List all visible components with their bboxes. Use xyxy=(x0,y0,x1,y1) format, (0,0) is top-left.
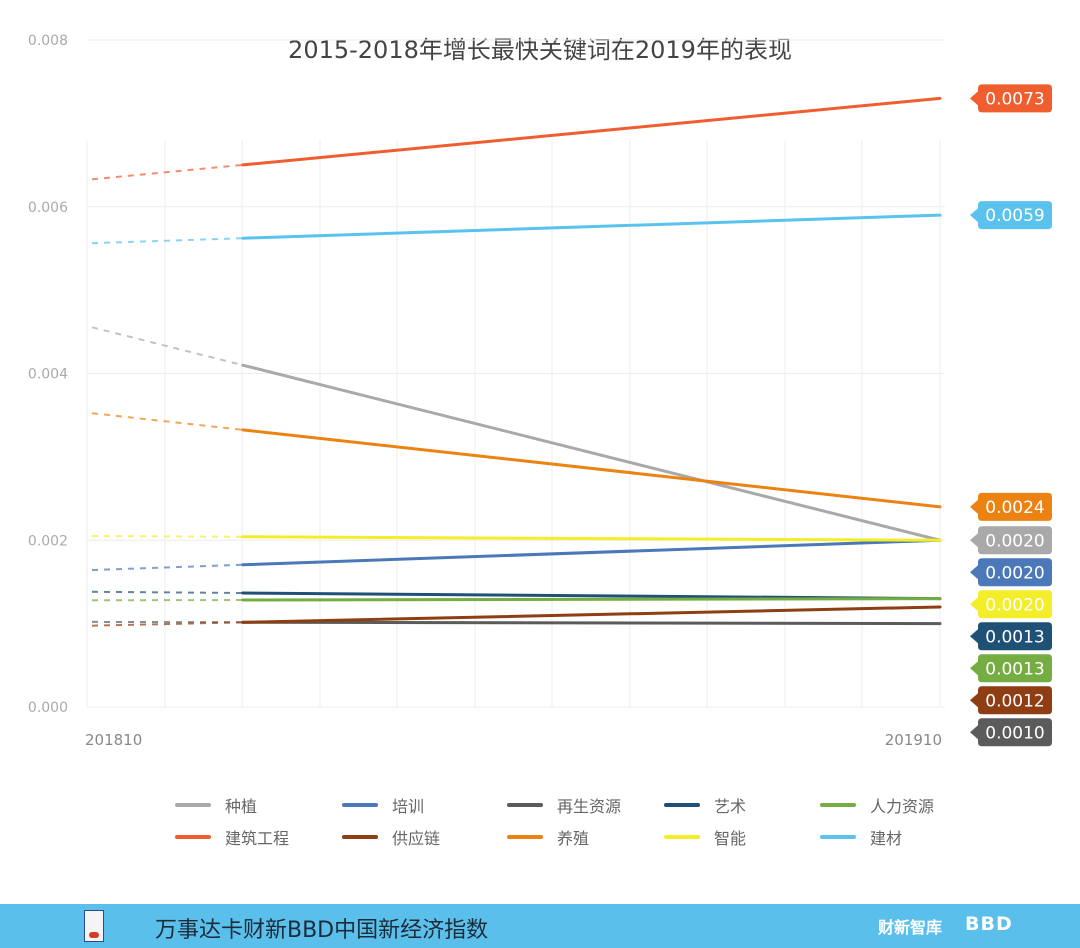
series-line-fade xyxy=(91,590,243,595)
legend-item: 艺术 xyxy=(664,793,746,817)
mastercard-logo-icon xyxy=(84,910,104,942)
legend-swatch xyxy=(507,803,543,807)
x-tick-label: 201910 xyxy=(885,731,942,749)
legend-label: 供应链 xyxy=(392,829,441,848)
series-line xyxy=(241,620,942,626)
legend-item: 供应链 xyxy=(342,825,440,849)
value-callout xyxy=(970,686,1052,715)
legend-swatch xyxy=(342,803,378,807)
legend-label: 建筑工程 xyxy=(225,829,290,848)
value-callout-label: 0.0059 xyxy=(985,206,1044,226)
legend-label: 智能 xyxy=(714,829,747,848)
series-line-fade xyxy=(91,412,243,431)
series-line xyxy=(241,538,942,567)
value-callout xyxy=(970,654,1052,683)
series-line-fade xyxy=(91,534,243,538)
series-line xyxy=(241,597,942,602)
legend-label: 艺术 xyxy=(714,797,747,816)
series-line-fade xyxy=(91,621,243,627)
series-line xyxy=(241,363,942,542)
caixin-brand: 财新智库 xyxy=(878,918,943,937)
legend-item: 建材 xyxy=(820,825,902,849)
series-line-fade xyxy=(91,326,244,367)
footer-title: 万事达卡财新BBD中国新经济指数 xyxy=(155,918,489,943)
series-line xyxy=(241,96,942,167)
bbd-brand: BBD xyxy=(965,913,1013,935)
value-callout-label: 0.0012 xyxy=(985,691,1044,711)
value-callout-label: 0.0013 xyxy=(985,659,1044,679)
value-callout-label: 0.0020 xyxy=(985,531,1044,551)
legend-swatch xyxy=(175,803,211,807)
series-line xyxy=(241,605,942,624)
series-line xyxy=(241,428,942,509)
legend-swatch xyxy=(820,803,856,807)
legend-label: 建材 xyxy=(870,829,903,848)
legend-item: 建筑工程 xyxy=(175,825,289,849)
legend-swatch xyxy=(507,835,543,839)
legend-label: 再生资源 xyxy=(557,797,622,816)
legend-swatch xyxy=(175,835,211,839)
value-callout-label: 0.0020 xyxy=(985,563,1044,583)
value-callout xyxy=(970,622,1052,651)
value-callout-label: 0.0024 xyxy=(985,498,1044,518)
series-line-fade xyxy=(91,563,243,572)
legend-label: 人力资源 xyxy=(870,797,935,816)
y-tick-label: 0.004 xyxy=(28,367,68,383)
value-callout-label: 0.0013 xyxy=(985,627,1044,647)
legend-swatch xyxy=(664,835,700,839)
value-callout xyxy=(970,84,1052,113)
footer-bar: 万事达卡财新BBD中国新经济指数 财新智库 BBD xyxy=(0,904,1080,948)
y-tick-label: 0.000 xyxy=(28,700,68,716)
legend-item: 再生资源 xyxy=(507,793,621,817)
value-callout-label: 0.0020 xyxy=(985,595,1044,615)
line-chart: 0.000 0.002 0.004 0.006 0.008 201810 201910 0.0… xyxy=(28,33,1052,749)
legend-swatch xyxy=(664,803,700,807)
y-tick-label: 0.002 xyxy=(28,533,68,549)
legend-item: 培训 xyxy=(342,793,424,817)
series-line xyxy=(241,535,942,542)
series-line-fade xyxy=(91,237,243,245)
y-tick-label: 0.008 xyxy=(28,33,68,49)
value-callout xyxy=(970,526,1052,555)
chart-title: 2015-2018年增长最快关键词在2019年的表现 xyxy=(288,36,792,64)
value-callout xyxy=(970,558,1052,587)
y-tick-label: 0.006 xyxy=(28,200,68,216)
legend-swatch xyxy=(342,835,378,839)
value-callout-label: 0.0010 xyxy=(985,723,1044,743)
value-callout-label: 0.0073 xyxy=(985,89,1044,109)
legend-label: 培训 xyxy=(392,797,425,816)
series-line xyxy=(241,213,942,240)
legend-item: 人力资源 xyxy=(820,793,934,817)
value-callout xyxy=(970,201,1052,230)
x-tick-label: 201810 xyxy=(85,731,142,749)
legend-item: 种植 xyxy=(175,793,257,817)
legend-label: 养殖 xyxy=(557,829,590,848)
value-callout xyxy=(970,718,1052,747)
value-callout xyxy=(970,590,1052,619)
legend-label: 种植 xyxy=(225,797,258,816)
legend-item: 养殖 xyxy=(507,825,589,849)
legend-swatch xyxy=(820,835,856,839)
series-line-fade xyxy=(91,163,243,181)
value-callout xyxy=(970,492,1052,521)
legend-item: 智能 xyxy=(664,825,746,849)
